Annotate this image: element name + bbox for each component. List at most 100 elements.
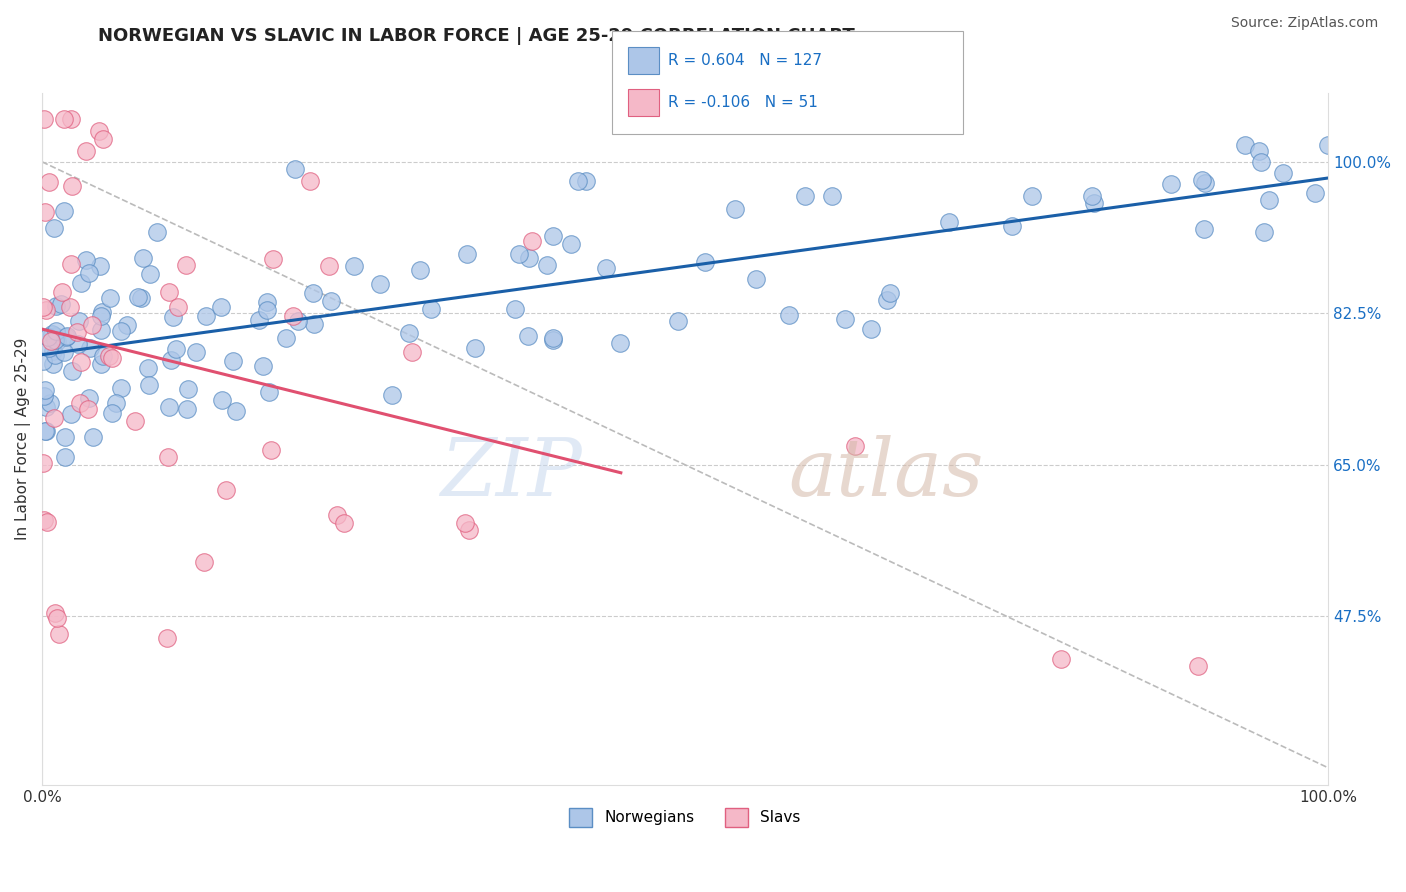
Point — [505, 301, 527, 316]
Point — [508, 247, 530, 261]
Point — [222, 354, 245, 368]
Point — [398, 326, 420, 340]
Point — [567, 173, 589, 187]
Point — [32, 513, 55, 527]
Point — [110, 324, 132, 338]
Point — [794, 189, 817, 203]
Point — [302, 285, 325, 300]
Point — [1247, 144, 1270, 158]
Point — [101, 406, 124, 420]
Point — [209, 301, 232, 315]
Point — [321, 293, 343, 308]
Point — [174, 258, 197, 272]
Point — [195, 309, 218, 323]
Point — [541, 334, 564, 348]
Point — [1021, 188, 1043, 202]
Point — [38, 341, 60, 355]
Point — [256, 303, 278, 318]
Point — [1257, 194, 1279, 208]
Point — [281, 309, 304, 323]
Point — [34, 302, 56, 317]
Point — [39, 396, 62, 410]
Point — [42, 357, 65, 371]
Text: ZIP: ZIP — [440, 434, 582, 512]
Point — [90, 309, 112, 323]
Point — [1050, 652, 1073, 666]
Point — [138, 378, 160, 392]
Point — [97, 350, 120, 364]
Point — [59, 301, 82, 315]
Point — [132, 252, 155, 266]
Point — [287, 313, 309, 327]
Point — [98, 291, 121, 305]
Point — [162, 310, 184, 325]
Point — [32, 354, 55, 368]
Point — [276, 330, 298, 344]
Point — [409, 262, 432, 277]
Point — [44, 334, 66, 348]
Point — [420, 302, 443, 317]
Point — [215, 483, 238, 498]
Point — [101, 351, 124, 365]
Point — [55, 450, 77, 465]
Point — [146, 225, 169, 239]
Point — [1234, 137, 1257, 152]
Point — [176, 402, 198, 417]
Text: R = -0.106   N = 51: R = -0.106 N = 51 — [668, 95, 818, 110]
Point — [1194, 222, 1216, 236]
Point — [381, 388, 404, 402]
Point — [165, 342, 187, 356]
Point — [318, 259, 340, 273]
Point — [51, 297, 73, 311]
Point — [69, 396, 91, 410]
Point — [44, 329, 66, 343]
Text: Source: ZipAtlas.com: Source: ZipAtlas.com — [1230, 16, 1378, 29]
Point — [609, 335, 631, 350]
Point — [453, 516, 475, 531]
Y-axis label: In Labor Force | Age 25-29: In Labor Force | Age 25-29 — [15, 338, 31, 540]
Point — [575, 174, 598, 188]
Point — [834, 312, 856, 326]
Point — [177, 383, 200, 397]
Point — [1317, 137, 1340, 152]
Point — [284, 161, 307, 176]
Point — [695, 255, 717, 269]
Text: R = 0.604   N = 127: R = 0.604 N = 127 — [668, 54, 823, 68]
Point — [82, 429, 104, 443]
Point — [75, 252, 97, 267]
Point — [1271, 166, 1294, 180]
Point — [1194, 176, 1216, 190]
Point — [543, 229, 565, 244]
Point — [876, 293, 898, 307]
Point — [541, 331, 564, 345]
Point — [44, 410, 66, 425]
Point — [55, 430, 77, 444]
Point — [90, 323, 112, 337]
Point — [157, 285, 180, 299]
Point — [35, 401, 58, 415]
Point — [368, 277, 391, 292]
Point — [67, 337, 90, 351]
Point — [302, 317, 325, 331]
Point — [37, 515, 59, 529]
Point — [522, 234, 544, 248]
Point — [53, 204, 76, 219]
Point — [456, 247, 478, 261]
Point — [38, 175, 60, 189]
Point — [464, 341, 486, 355]
Point — [157, 400, 180, 414]
Point — [560, 237, 582, 252]
Point — [89, 260, 111, 274]
Point — [252, 359, 274, 373]
Point — [46, 334, 69, 348]
Point — [42, 343, 65, 358]
Point — [45, 324, 67, 338]
Point — [138, 267, 160, 281]
Point — [879, 286, 901, 301]
Point — [1187, 659, 1209, 673]
Text: NORWEGIAN VS SLAVIC IN LABOR FORCE | AGE 25-29 CORRELATION CHART: NORWEGIAN VS SLAVIC IN LABOR FORCE | AGE… — [98, 27, 855, 45]
Point — [45, 299, 67, 313]
Point — [129, 291, 152, 305]
Point — [34, 424, 56, 438]
Point — [1001, 219, 1024, 233]
